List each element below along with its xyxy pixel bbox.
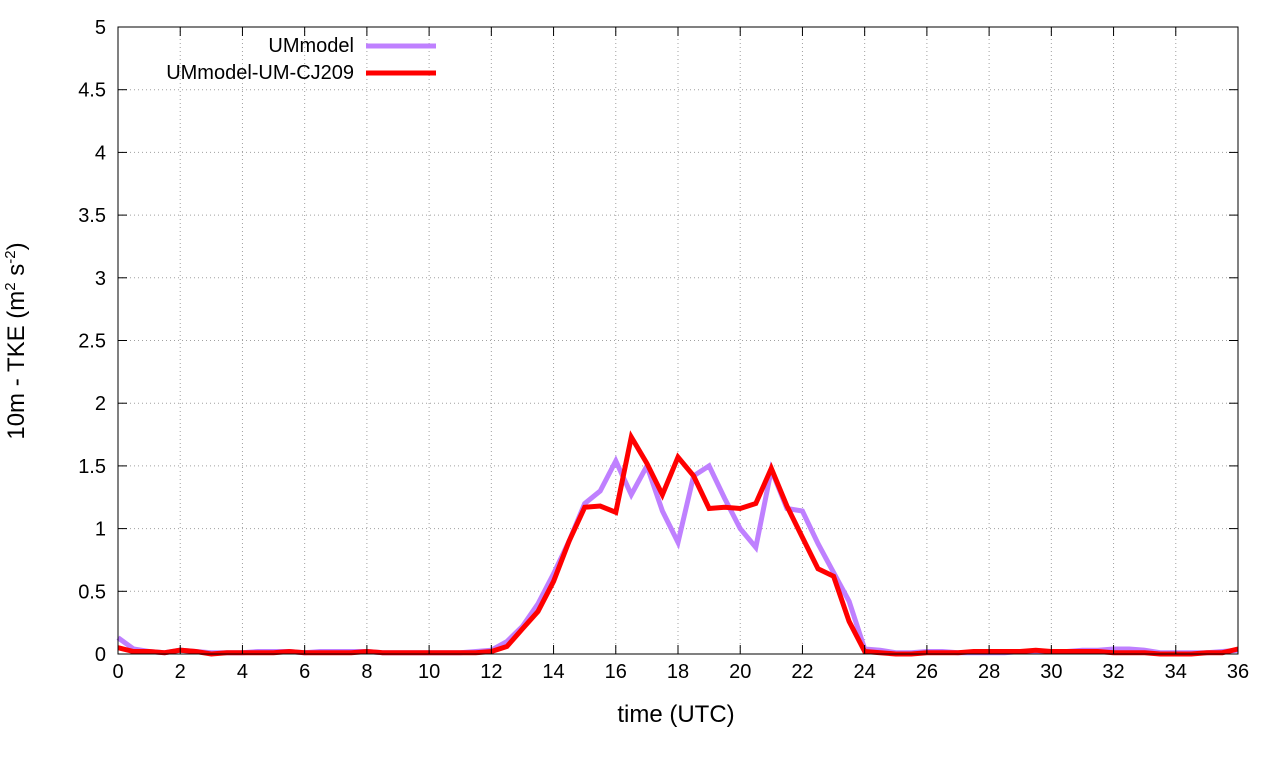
y-tick-label: 5	[95, 17, 106, 39]
x-tick-label: 18	[667, 661, 689, 683]
x-tick-label: 28	[978, 661, 1000, 683]
legend-label-ummodel-um-cj209: UMmodel-UM-CJ209	[166, 62, 354, 84]
x-tick-label: 6	[299, 661, 310, 683]
x-tick-label: 8	[361, 661, 372, 683]
x-tick-label: 24	[854, 661, 876, 683]
x-tick-label: 4	[237, 661, 248, 683]
y-tick-label: 1	[95, 519, 106, 541]
x-tick-label: 30	[1040, 661, 1062, 683]
y-tick-label: 3.5	[78, 205, 106, 227]
x-tick-label: 16	[605, 661, 627, 683]
x-tick-label: 26	[916, 661, 938, 683]
y-tick-label: 4	[95, 142, 106, 164]
y-tick-label: 2	[95, 393, 106, 415]
y-tick-label: 4.5	[78, 80, 106, 102]
legend: UMmodel UMmodel-UM-CJ209	[166, 35, 436, 84]
x-axis-ticks: 0 2 4 6 8 10 12 14 16 18 20 22 24 26 28 30 32 34 36	[112, 27, 1249, 683]
y-tick-label: 2.5	[78, 331, 106, 353]
x-tick-label: 34	[1165, 661, 1187, 683]
x-tick-label: 0	[112, 661, 123, 683]
x-tick-label: 14	[542, 661, 564, 683]
y-tick-label: 0	[95, 644, 106, 666]
x-tick-label: 2	[175, 661, 186, 683]
x-axis-title: time (UTC)	[617, 701, 734, 728]
x-tick-label: 36	[1227, 661, 1249, 683]
y-tick-label: 1.5	[78, 456, 106, 478]
y-axis-ticks: 0 0.5 1 1.5 2 2.5 3 3.5 4 4.5 5	[78, 17, 1238, 666]
y-axis-title: 10m - TKE (m2 s-2)	[2, 242, 30, 439]
legend-label-ummodel: UMmodel	[268, 35, 354, 57]
y-tick-label: 3	[95, 268, 106, 290]
x-tick-label: 10	[418, 661, 440, 683]
x-tick-label: 12	[480, 661, 502, 683]
x-tick-label: 22	[791, 661, 813, 683]
series-lines	[116, 430, 1239, 657]
grid	[118, 27, 1238, 654]
y-tick-label: 0.5	[78, 581, 106, 603]
x-tick-label: 32	[1102, 661, 1124, 683]
x-tick-label: 20	[729, 661, 751, 683]
